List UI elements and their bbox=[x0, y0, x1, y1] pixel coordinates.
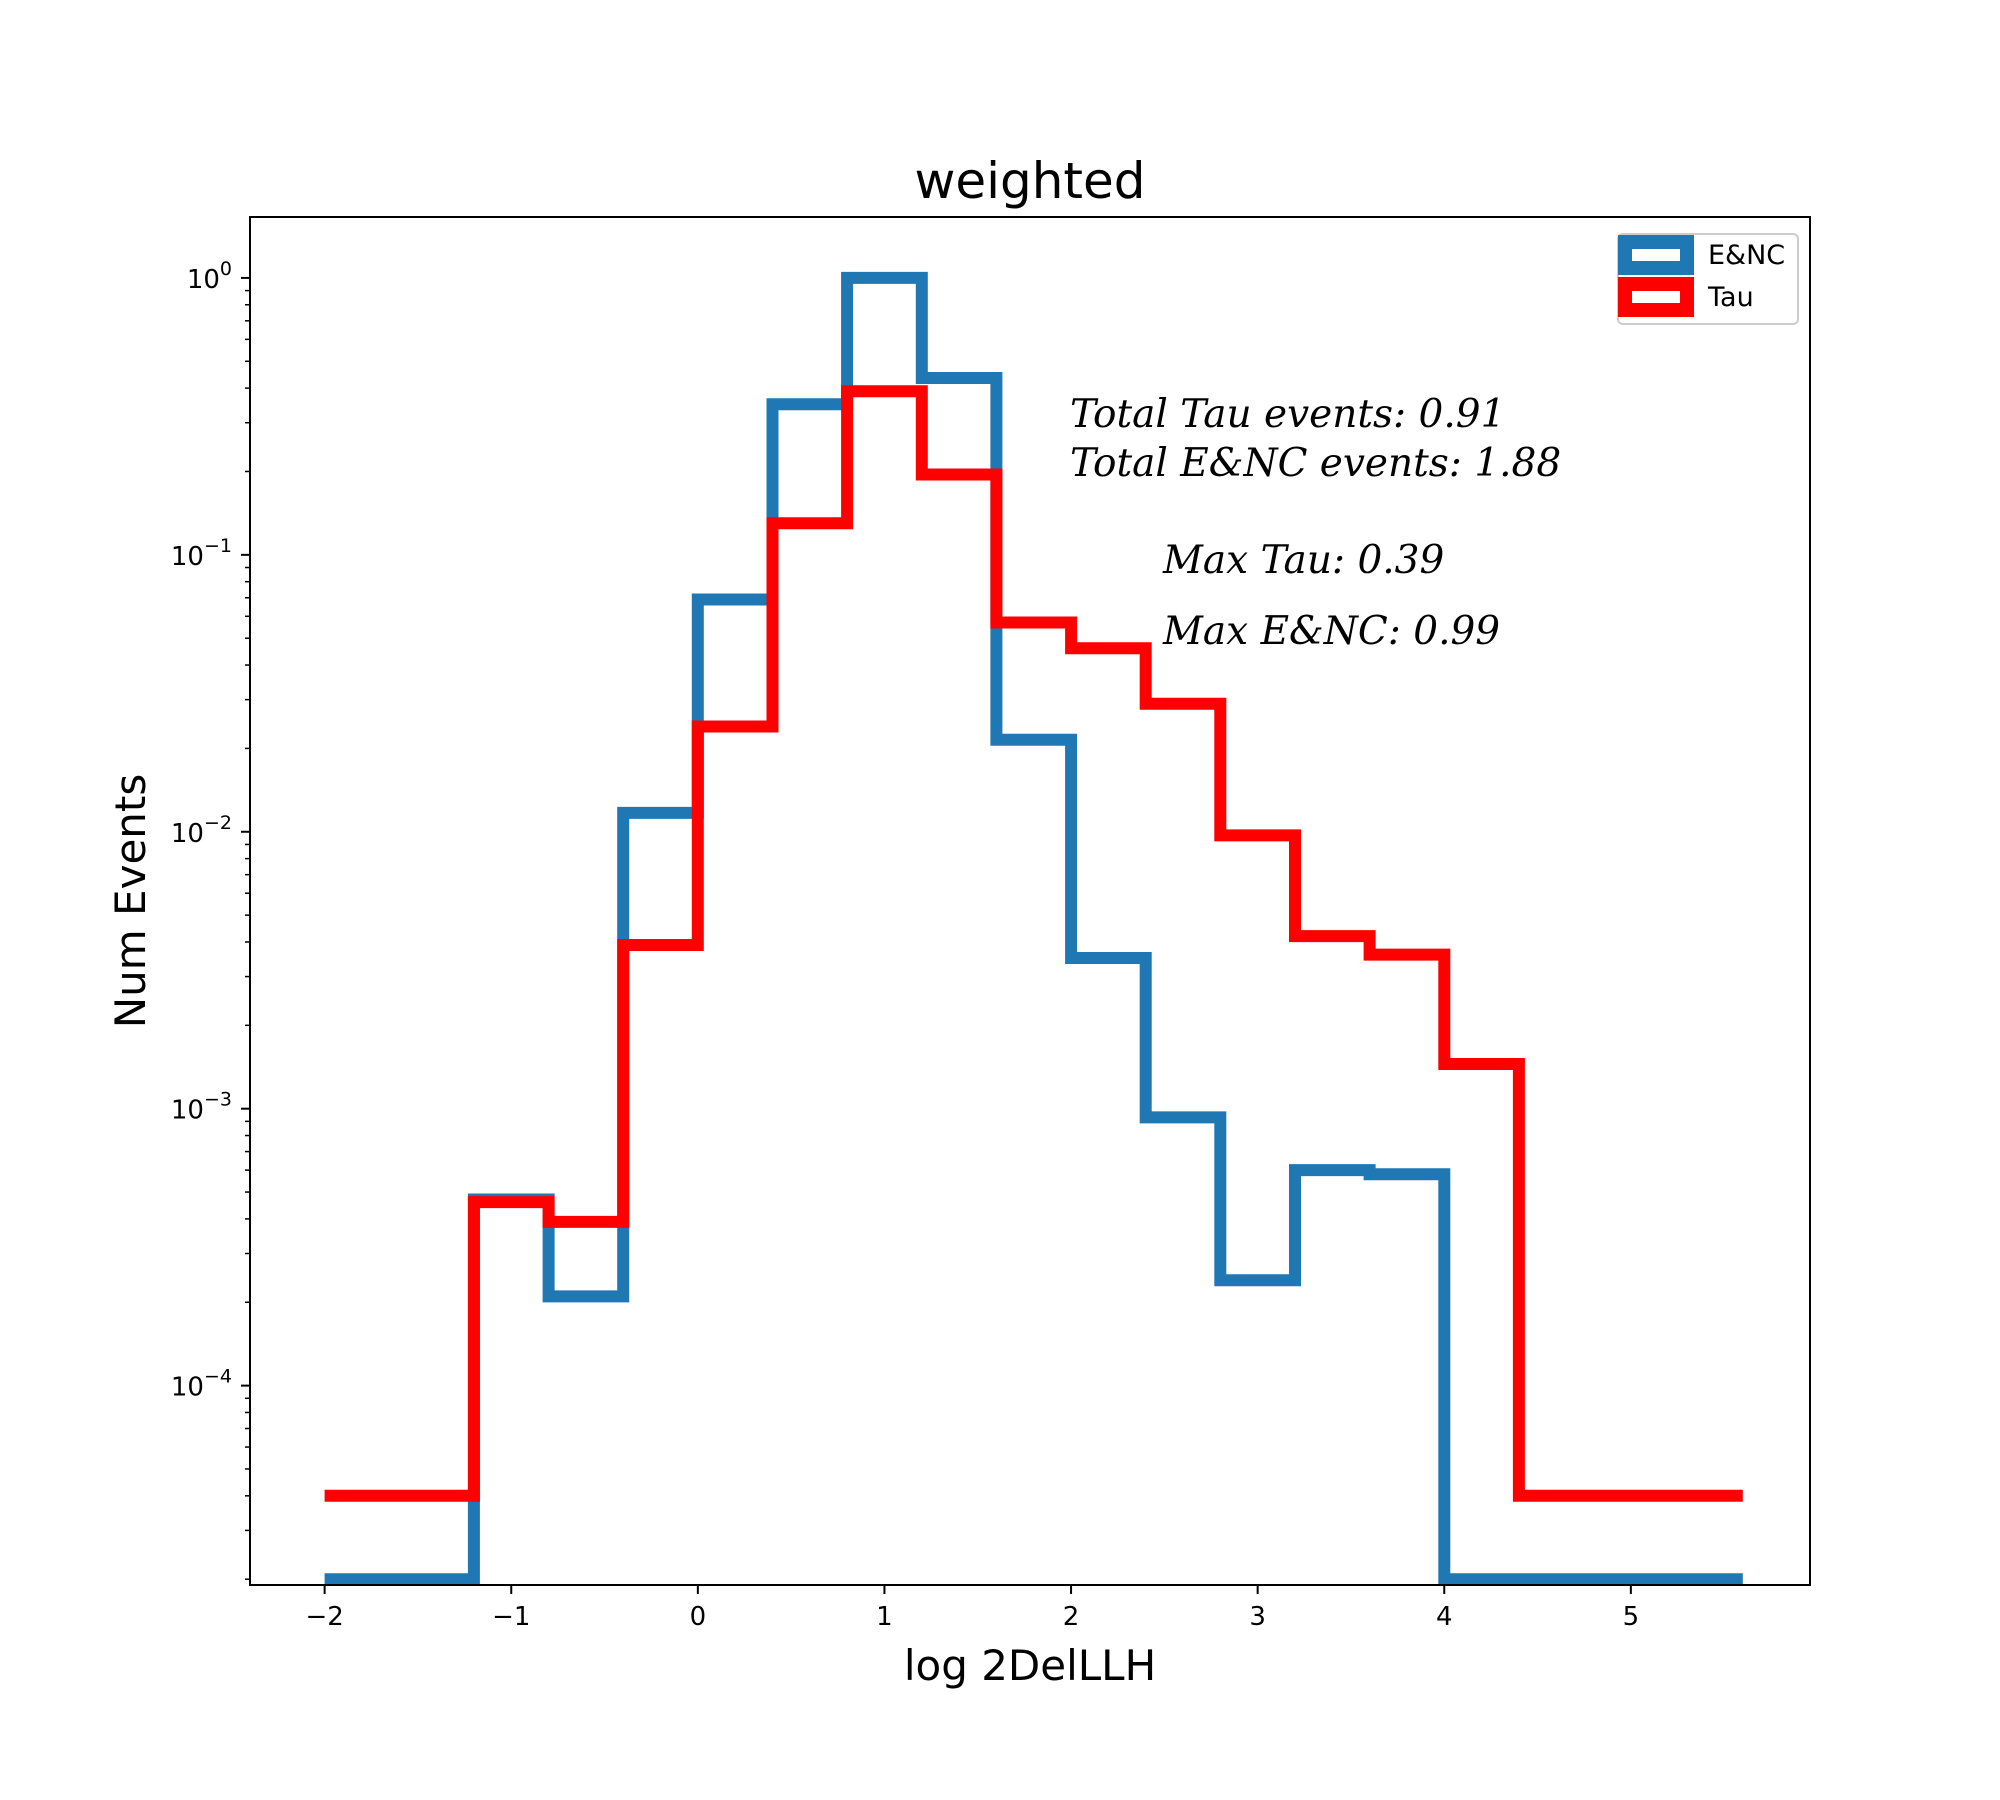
series-line-enc bbox=[324, 271, 1743, 1585]
y-tick-label: 10−4 bbox=[171, 1366, 232, 1403]
x-tick-label: −2 bbox=[305, 1602, 343, 1632]
y-tick-label: 10−2 bbox=[171, 812, 232, 849]
legend-label-enc: E&NC bbox=[1708, 240, 1785, 271]
series-line-tau bbox=[324, 385, 1743, 1502]
series-layer bbox=[324, 271, 1743, 1585]
plot-frame bbox=[249, 216, 1811, 1586]
annotation-max-tau: Max Tau: 0.39 bbox=[1162, 538, 1444, 583]
y-axis-label: Num Events bbox=[106, 774, 155, 1029]
annotation-total-enc: Total E&NC events: 1.88 bbox=[1070, 441, 1561, 486]
y-axis-ticks: 10−4 10−3 10−2 10−1 100 bbox=[171, 258, 250, 1580]
legend-swatch-enc bbox=[1618, 235, 1694, 275]
y-tick-label: 10−3 bbox=[171, 1089, 232, 1126]
x-axis-ticks: −2 −1 0 1 2 3 4 5 bbox=[305, 1585, 1639, 1632]
x-tick-label: 4 bbox=[1436, 1602, 1453, 1632]
legend-swatch-tau bbox=[1618, 277, 1694, 317]
y-tick-label: 100 bbox=[187, 258, 232, 295]
x-tick-label: −1 bbox=[492, 1602, 530, 1632]
annotation-total-tau: Total Tau events: 0.91 bbox=[1070, 392, 1505, 437]
annotations: Total Tau events: 0.91 Total E&NC events… bbox=[1070, 392, 1561, 654]
y-tick-label: 10−1 bbox=[171, 535, 232, 572]
x-tick-label: 3 bbox=[1249, 1602, 1266, 1632]
x-tick-label: 2 bbox=[1063, 1602, 1080, 1632]
annotation-max-enc: Max E&NC: 0.99 bbox=[1162, 609, 1500, 654]
legend: E&NC Tau bbox=[1617, 233, 1799, 325]
chart-title: weighted bbox=[914, 152, 1145, 210]
x-tick-label: 1 bbox=[876, 1602, 893, 1632]
x-tick-label: 0 bbox=[690, 1602, 707, 1632]
x-tick-label: 5 bbox=[1623, 1602, 1640, 1632]
legend-label-tau: Tau bbox=[1707, 282, 1754, 313]
x-axis-label: log 2DelLLH bbox=[904, 1641, 1156, 1690]
